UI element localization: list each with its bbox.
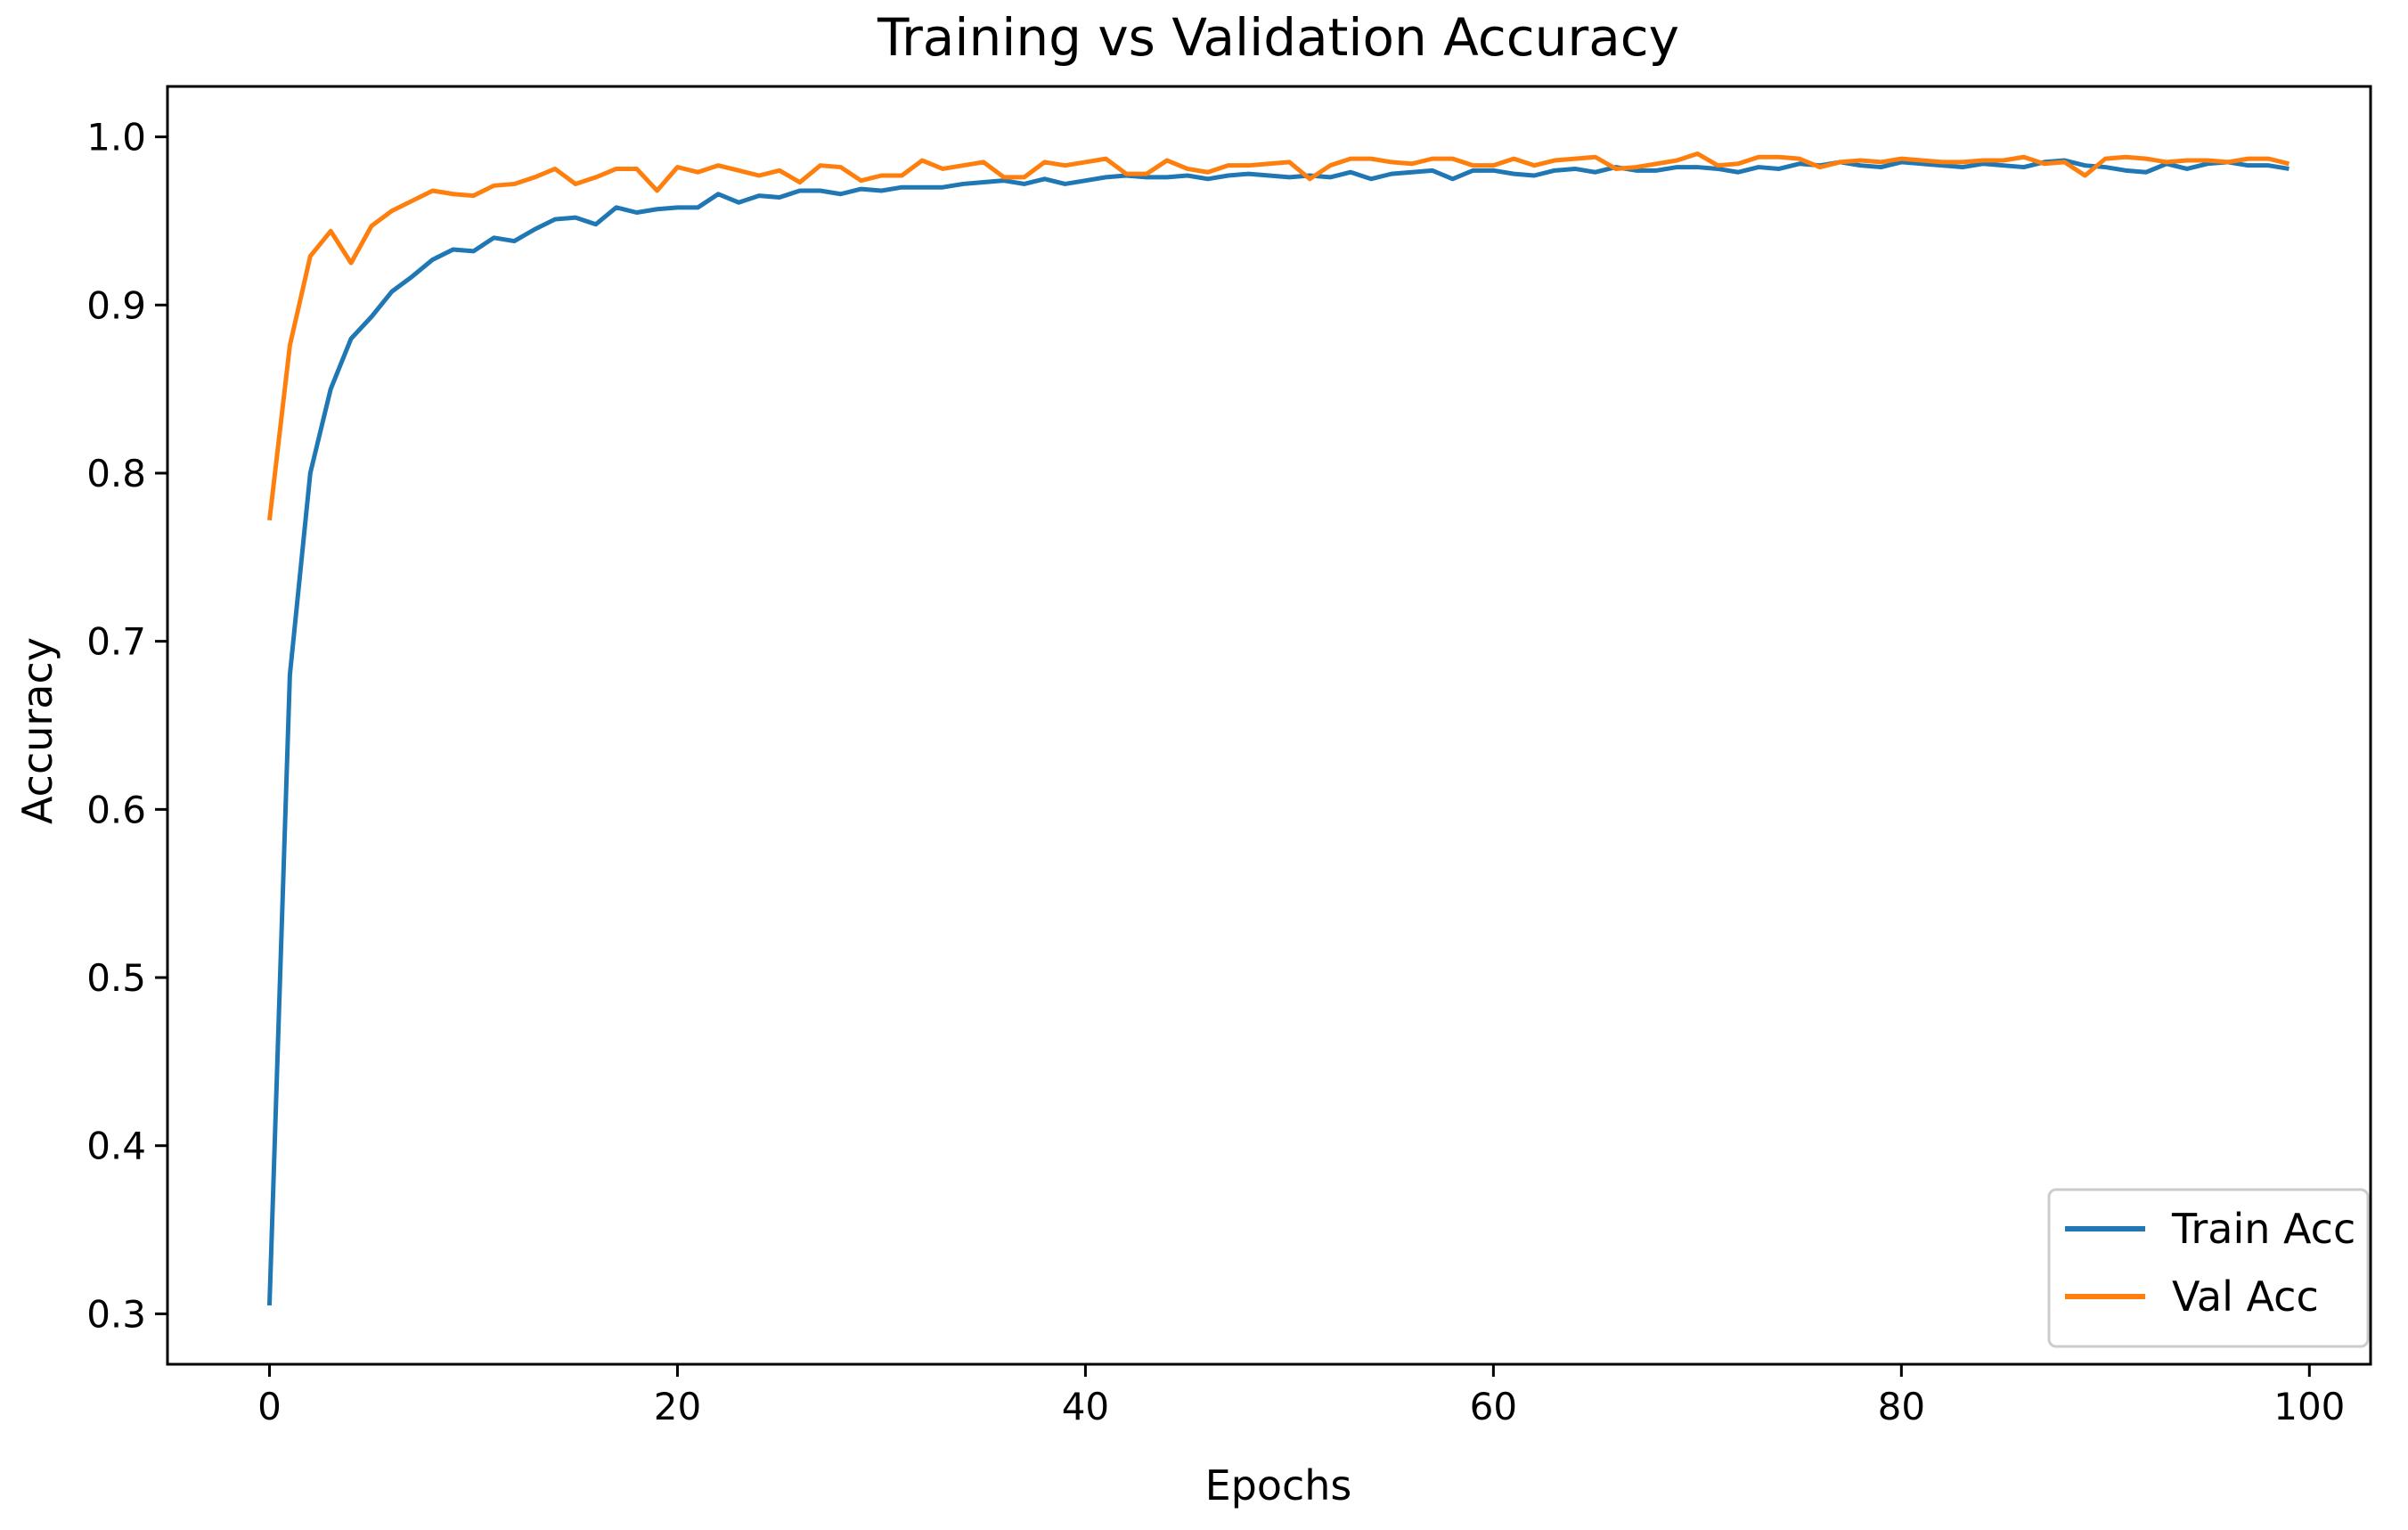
y-axis-label: Accuracy <box>13 637 61 824</box>
series-line-train-acc <box>266 158 2290 1306</box>
chart-title: Training vs Validation Accuracy <box>877 7 1679 68</box>
legend-label-val-acc: Val Acc <box>2172 1272 2319 1321</box>
plot-area <box>266 151 2290 1306</box>
y-tick-label: 0.6 <box>86 788 146 831</box>
y-axis: 0.3 0.4 0.5 0.6 0.7 0.8 0.9 1.0 <box>86 116 167 1336</box>
y-tick-label: 0.3 <box>86 1292 146 1336</box>
x-tick-label: 40 <box>1062 1385 1109 1428</box>
y-tick-label: 0.4 <box>86 1125 146 1168</box>
x-axis: 0 20 40 60 80 100 <box>257 1364 2345 1428</box>
x-tick-label: 100 <box>2273 1385 2345 1428</box>
legend-label-train-acc: Train Acc <box>2171 1205 2355 1253</box>
y-tick-label: 1.0 <box>86 116 146 160</box>
y-tick-label: 0.5 <box>86 956 146 1000</box>
x-tick-label: 60 <box>1470 1385 1517 1428</box>
x-tick-label: 20 <box>654 1385 701 1428</box>
x-tick-label: 0 <box>257 1385 282 1428</box>
plot-frame <box>166 85 2372 1366</box>
y-tick-label: 0.9 <box>86 283 146 327</box>
x-tick-label: 80 <box>1878 1385 1925 1428</box>
series-line-val-acc <box>267 151 2290 521</box>
legend: Train Acc Val Acc <box>2047 1188 2370 1348</box>
x-axis-label: Epochs <box>1205 1461 1352 1510</box>
y-tick-label: 0.7 <box>86 620 146 664</box>
y-tick-label: 0.8 <box>86 452 146 495</box>
